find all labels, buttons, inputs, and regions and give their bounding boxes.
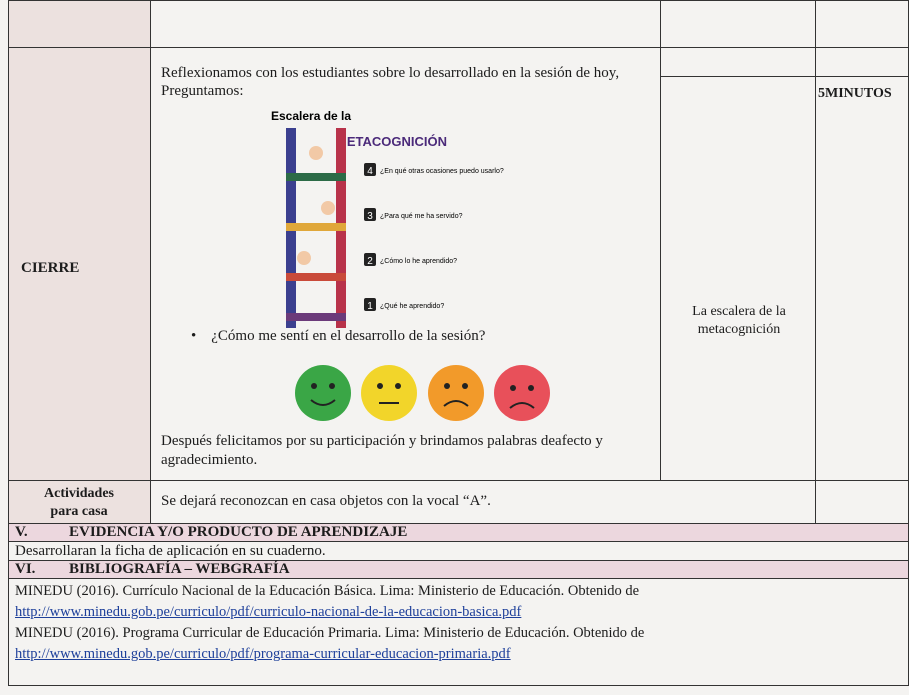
section-text: Desarrollaran la ficha de aplicación en … (15, 543, 326, 559)
time: 5MINUTOS (818, 86, 892, 101)
step-text: ¿En qué otras ocasiones puedo usarlo? (380, 168, 504, 175)
cell (8, 0, 151, 48)
step-text: ¿Cómo lo he aprendido? (380, 258, 457, 265)
step-badge (364, 208, 376, 221)
cell: 5MINUTOS (815, 47, 909, 481)
face-sad (428, 365, 484, 421)
step-badge (364, 253, 376, 266)
face-happy (295, 365, 351, 421)
cell: La escalera de la metacognición (660, 47, 816, 481)
intro: Reflexionamos con los estudiantes sobre … (161, 65, 620, 99)
cell (815, 480, 909, 524)
row-label: CIERRE (21, 260, 80, 276)
cell (815, 0, 909, 48)
step-badge (364, 163, 376, 176)
child (297, 251, 311, 265)
references: MINEDU (2016). Currículo Nacional de la … (15, 581, 644, 665)
cell (150, 0, 661, 48)
reference-text: MINEDU (2016). Programa Curricular de Ed… (15, 625, 645, 641)
section-number: V. (15, 524, 28, 540)
reference-text: MINEDU (2016). Currículo Nacional de la … (15, 583, 640, 599)
face-angry (494, 365, 550, 421)
rung (286, 313, 346, 321)
rung (286, 273, 346, 281)
material: La escalera de la metacognición (692, 304, 786, 337)
rung (286, 173, 346, 181)
section-number: VI. (15, 561, 36, 577)
section-header: V. EVIDENCIA Y/O PRODUCTO DE APRENDIZAJE (8, 523, 909, 542)
image-title: METACOGNICIÓN (336, 134, 447, 149)
reference-link[interactable]: http://www.minedu.gob.pe/curriculo/pdf/p… (15, 646, 511, 662)
cell: Actividades para casa (8, 480, 151, 524)
cell (660, 0, 816, 48)
metacognition-image: Escalera de la METACOGNICIÓN 4 ¿En qué ot… (271, 109, 504, 328)
divider (661, 48, 815, 77)
emotion-faces (295, 365, 550, 421)
section-header: VI. BIBLIOGRAFÍA – WEBGRAFÍA (8, 560, 909, 579)
closing: Después felicitamos por su participación… (161, 433, 603, 468)
image-title: Escalera de la (271, 109, 351, 123)
step-number: 4 (367, 166, 373, 177)
child (321, 201, 335, 215)
cell: CIERRE (8, 47, 151, 481)
step-number: 3 (367, 211, 373, 222)
step-number: 2 (367, 256, 373, 267)
divider (816, 48, 909, 77)
homework-text: Se dejará reconozcan en casa objetos con… (161, 493, 491, 509)
step-text: ¿Qué he aprendido? (380, 303, 444, 310)
child (309, 146, 323, 160)
cell: MINEDU (2016). Currículo Nacional de la … (8, 578, 909, 686)
step-badge (364, 298, 376, 311)
section-title: BIBLIOGRAFÍA – WEBGRAFÍA (69, 561, 290, 577)
bullet-question: • ¿Cómo me sentí en el desarrollo de la … (191, 328, 486, 344)
step-text: ¿Para qué me ha servido? (380, 213, 463, 220)
face-neutral (361, 365, 417, 421)
cell: Reflexionamos con los estudiantes sobre … (150, 47, 661, 481)
section-title: EVIDENCIA Y/O PRODUCTO DE APRENDIZAJE (69, 524, 408, 540)
cell: Se dejará reconozcan en casa objetos con… (150, 480, 816, 524)
step-number: 1 (367, 301, 373, 312)
rung (286, 223, 346, 231)
reference-link[interactable]: http://www.minedu.gob.pe/curriculo/pdf/c… (15, 604, 522, 620)
cell: Desarrollaran la ficha de aplicación en … (8, 541, 909, 561)
question: ¿Cómo me sentí en el desarrollo de la se… (211, 328, 486, 344)
row-label: Actividades para casa (44, 486, 114, 519)
